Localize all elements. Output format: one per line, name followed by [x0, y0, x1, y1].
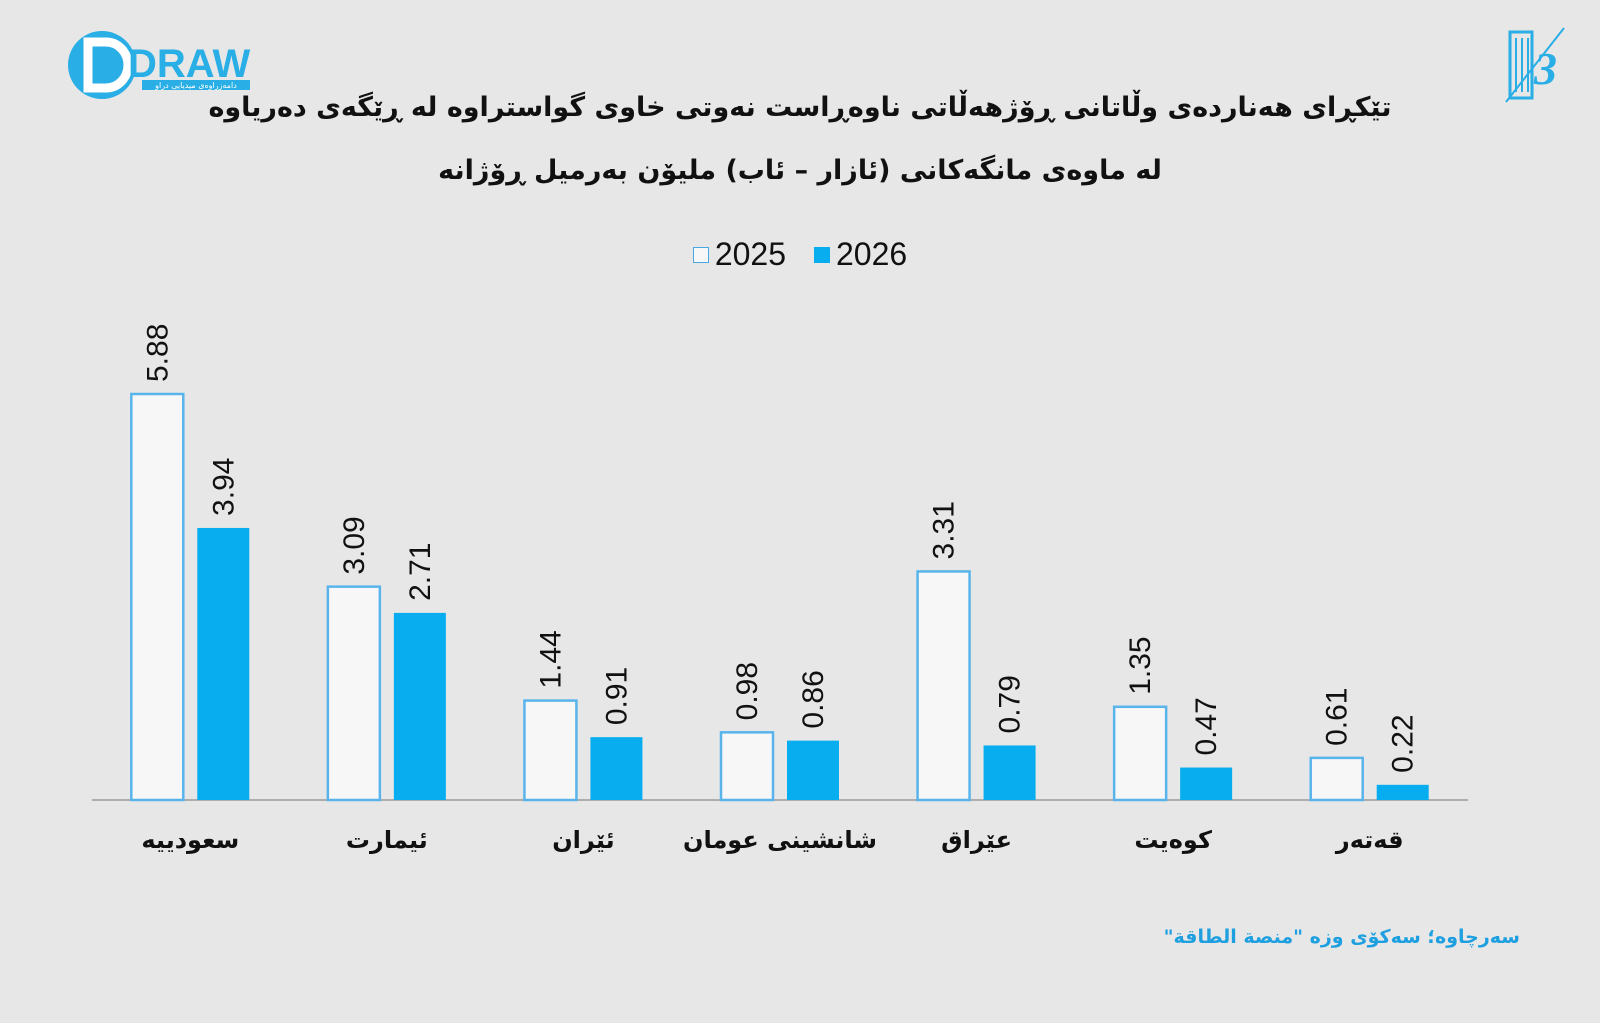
category-label-6: قەتەر: [1335, 826, 1404, 854]
data-label-2025-2: 1.44: [534, 630, 567, 688]
bar-2025-3: [719, 731, 775, 802]
category-label-3: شانشینی عومان: [683, 826, 877, 854]
data-label-2025-3: 0.98: [731, 662, 764, 720]
legend-swatch-2026: [814, 246, 830, 263]
legend-swatch-2025: [692, 246, 709, 263]
data-label-2025-4: 3.31: [928, 501, 961, 559]
data-label-2026-4: 0.79: [994, 675, 1027, 733]
emblem-logo-text: 3: [1533, 43, 1557, 94]
bar-2026-4: [983, 745, 1036, 800]
legend-item-2026: 2026: [814, 236, 907, 273]
bar-2026-0: [197, 527, 250, 800]
chart-title: تێکڕای هەناردەی وڵاتانی ڕۆژهەڵاتی ناوەڕا…: [208, 92, 1392, 123]
bar-chart: 5.88 3.09 1.44 0.98 3.31 1.35 0.61 3.94 2.71 0.91…: [92, 324, 1468, 854]
category-label-0: سعودییە: [141, 826, 239, 854]
bar-2025-4: [916, 570, 971, 802]
category-label-2: ئێران: [552, 826, 614, 854]
data-label-2026-6: 0.22: [1387, 714, 1420, 772]
bar-2025-1: [326, 585, 382, 802]
data-label-2025-5: 1.35: [1124, 636, 1157, 694]
chart-subtitle: لە ماوەی مانگەکانی (ئازار – ئاب) ملیۆن ب…: [438, 155, 1162, 186]
legend-label-2026: 2026: [836, 236, 908, 272]
chart-legend: 2025 2026: [0, 236, 1600, 273]
bar-2025-5: [1112, 705, 1168, 802]
bar-2025-6: [1309, 756, 1364, 802]
legend-item-2025: 2025: [692, 236, 786, 273]
data-label-2025-1: 3.09: [338, 516, 371, 574]
data-label-2026-3: 0.86: [797, 670, 830, 728]
category-label-4: عێراق: [941, 826, 1012, 854]
bar-2025-2: [523, 699, 578, 802]
data-label-2026-5: 0.47: [1190, 697, 1223, 755]
emblem-logo: 3: [1505, 27, 1565, 103]
data-label-2025-6: 0.61: [1321, 687, 1354, 745]
source-note: سەرچاوە؛ سەکۆی وزە "منصة الطاقة": [1163, 926, 1520, 948]
bar-2026-1: [393, 612, 446, 800]
legend-label-2025: 2025: [714, 236, 786, 272]
data-label-2026-0: 3.94: [207, 458, 240, 516]
data-label-2026-2: 0.91: [600, 667, 633, 725]
bar-2026-5: [1180, 767, 1233, 800]
bar-2025-0: [130, 392, 185, 802]
category-label-5: کوەیت: [1134, 826, 1212, 854]
data-label-2026-1: 2.71: [404, 542, 437, 600]
draw-logo: DRAW دامەزراوەی میدیایی دراو: [68, 31, 250, 99]
draw-logo-tagline: دامەزراوەی میدیایی دراو: [154, 81, 237, 90]
category-label-1: ئیمارت: [346, 826, 428, 854]
data-label-2025-0: 5.88: [141, 324, 174, 382]
draw-logo-text: DRAW: [128, 42, 250, 86]
bar-2026-3: [787, 740, 839, 800]
bar-2026-2: [590, 737, 643, 800]
bar-2026-6: [1376, 784, 1429, 800]
